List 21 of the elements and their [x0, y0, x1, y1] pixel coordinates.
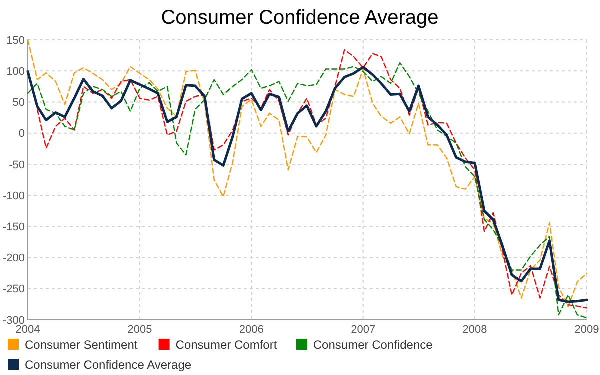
- y-tick-label: -50: [9, 159, 25, 172]
- y-tick-label: -250: [2, 284, 25, 296]
- y-tick-label: 150: [6, 34, 25, 47]
- legend-label: Consumer Comfort: [176, 338, 278, 352]
- y-tick-label: -150: [2, 222, 25, 234]
- x-tick-label: 2006: [239, 324, 264, 336]
- y-tick-label: -100: [2, 190, 25, 202]
- x-tick-label: 2007: [351, 324, 376, 336]
- chart-title: Consumer Confidence Average: [161, 7, 439, 29]
- y-tick-label: 50: [12, 97, 25, 110]
- x-tick-label: 2008: [462, 324, 488, 336]
- x-tick-label: 2004: [16, 324, 40, 336]
- y-tick-label: 0: [18, 128, 25, 140]
- x-tick-label: 2005: [128, 324, 152, 336]
- legend-label: Consumer Confidence: [313, 338, 434, 352]
- y-tick-label: -300: [2, 314, 25, 327]
- y-tick-label: 100: [6, 66, 25, 78]
- x-tick-label: 2009: [574, 324, 600, 336]
- legend-label: Consumer Confidence Average: [25, 358, 192, 372]
- legend-label: Consumer Sentiment: [25, 338, 138, 352]
- y-tick-label: -200: [2, 252, 25, 265]
